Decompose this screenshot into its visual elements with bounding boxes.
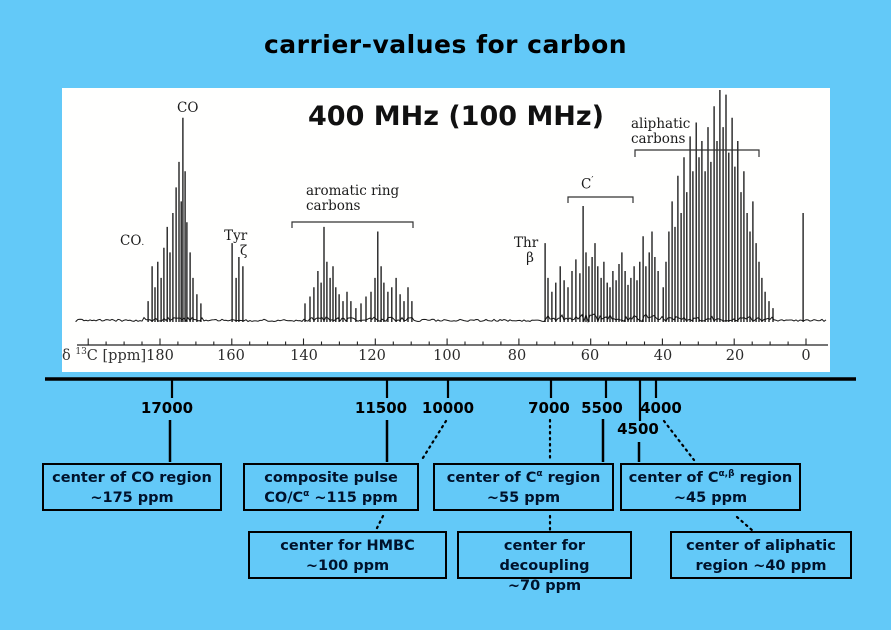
tyr-text: Tyr bbox=[224, 228, 248, 244]
aliphatic-label-line1: aliphatic bbox=[631, 116, 691, 132]
co-region-left-label: CO. bbox=[120, 234, 144, 249]
callout-calpha-region: center of Cα region ~55 ppm bbox=[433, 463, 614, 511]
isotope-13: 13 bbox=[75, 347, 87, 357]
co-left-subscript: . bbox=[141, 238, 145, 248]
carrier-value-17000: 17000 bbox=[140, 399, 194, 417]
aliphatic-label: aliphatic carbons bbox=[631, 117, 690, 147]
x-tick-80: 80 bbox=[507, 348, 527, 364]
x-tick-160: 160 bbox=[217, 348, 245, 364]
carrier-value-7000: 7000 bbox=[528, 399, 570, 417]
tyr-zeta-text: ζ bbox=[240, 242, 248, 259]
callout-aliphatic-region: center of aliphatic region ~40 ppm bbox=[670, 531, 852, 579]
carrier-value-4500: 4500 bbox=[617, 420, 659, 438]
carrier-value-11500: 11500 bbox=[354, 399, 408, 417]
cprime-label: C′ bbox=[581, 176, 594, 193]
cprime-prime-mark: ′ bbox=[591, 176, 594, 186]
carrier-value-5500: 5500 bbox=[581, 399, 623, 417]
callout-hmbc: center for HMBC ~100 ppm bbox=[248, 531, 447, 579]
nucleus-unit: C [ppm] bbox=[86, 347, 147, 364]
callout-decoupling: center for decoupling ~70 ppm bbox=[457, 531, 632, 594]
thr-text: Thr bbox=[514, 235, 539, 251]
callout-co-region: center of CO region ~175 ppm bbox=[42, 463, 222, 511]
callout-calphabeta-region: center of Cα,β region ~45 ppm bbox=[620, 463, 801, 511]
aromatic-label-line2: carbons bbox=[306, 197, 361, 214]
carrier-value-10000: 10000 bbox=[421, 399, 475, 417]
delta-symbol: δ bbox=[62, 347, 71, 364]
carrier-value-4000: 4000 bbox=[640, 399, 682, 417]
x-tick-180: 180 bbox=[146, 348, 174, 364]
slide-title: carrier-values for carbon bbox=[263, 30, 628, 59]
callout-composite-pulse: composite pulse CO/Cα ~115 ppm bbox=[243, 463, 419, 511]
co-region-top-label: CO bbox=[177, 100, 199, 116]
x-tick-0: 0 bbox=[801, 348, 811, 364]
x-tick-120: 120 bbox=[358, 348, 386, 364]
x-tick-20: 20 bbox=[725, 348, 745, 364]
thr-beta-text: β bbox=[526, 249, 534, 266]
x-tick-140: 140 bbox=[290, 348, 318, 364]
thr-label: Thr β bbox=[514, 236, 538, 266]
tyr-label: Tyr ζ bbox=[224, 229, 247, 259]
aromatic-label: aromatic ring carbons bbox=[306, 184, 399, 214]
cprime-base: C bbox=[581, 176, 592, 193]
aromatic-label-line1: aromatic ring bbox=[306, 183, 400, 199]
x-tick-60: 60 bbox=[580, 348, 600, 364]
spectrometer-frequency-heading: 400 MHz (100 MHz) bbox=[308, 101, 604, 132]
aliphatic-label-line2: carbons bbox=[631, 130, 686, 147]
x-tick-40: 40 bbox=[653, 348, 673, 364]
x-axis-title: δ 13C [ppm] bbox=[62, 347, 146, 364]
co-left-text: CO bbox=[120, 233, 142, 249]
x-tick-100: 100 bbox=[433, 348, 461, 364]
